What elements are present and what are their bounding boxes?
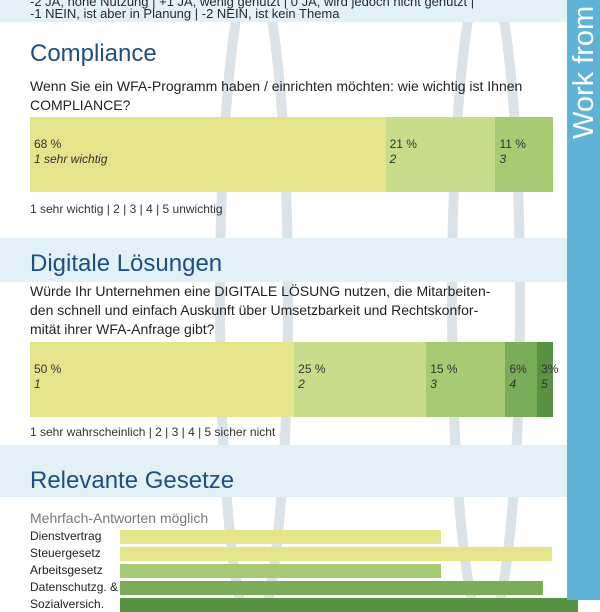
- digital-question-line: mität ihrer WFA-Anfrage gibt?: [30, 321, 215, 337]
- section-divider: [0, 238, 567, 242]
- digital-title: Digitale Lösungen: [30, 250, 223, 277]
- segment-value-label: 6%: [509, 362, 527, 376]
- digital-question-line: Würde Ihr Unternehmen eine DIGITALE LÖSU…: [30, 283, 491, 299]
- segment-category-label: 4: [509, 377, 517, 391]
- stacked-bar-segment: 6% 4: [505, 342, 538, 417]
- segment-value-label: 68 %: [34, 137, 62, 151]
- law-category-label: Sozialversich.: [30, 597, 105, 611]
- segment-category-label: 3: [430, 377, 437, 391]
- stacked-bar-segment: 11 % 3: [495, 117, 553, 192]
- laws-header-band: [0, 449, 567, 497]
- compliance-title: Compliance: [30, 40, 157, 67]
- law-bar: [120, 547, 552, 561]
- segment-category-label: 1 sehr wichtig: [34, 152, 108, 166]
- sidebar-strip: [567, 0, 600, 600]
- stacked-bar-segment: 50 % 1: [30, 342, 295, 417]
- segment-value-label: 3%: [541, 362, 559, 376]
- stacked-bar-segment: 25 % 2: [294, 342, 427, 417]
- law-category-label: Arbeitsgesetz: [30, 563, 103, 577]
- segment-value-label: 11 %: [499, 137, 526, 151]
- sidebar-title: Work from: [568, 5, 600, 139]
- compliance-stacked-bar: 68 % 1 sehr wichtig 21 % 2 11 % 3: [30, 117, 553, 192]
- stacked-bar-segment: 68 % 1 sehr wichtig: [30, 117, 386, 192]
- stacked-bar-segment: 3% 5: [537, 342, 558, 417]
- section-divider: [0, 445, 567, 449]
- digital-stacked-bar: 50 % 1 25 % 2 15 % 3 6% 4 3% 5: [30, 342, 558, 417]
- law-bar: [120, 598, 578, 612]
- legend-band: [0, 0, 567, 22]
- law-category-label: Dienstvertrag: [30, 529, 102, 543]
- laws-subtitle: Mehrfach-Antworten möglich: [30, 510, 209, 526]
- laws-title: Relevante Gesetze: [30, 467, 235, 494]
- digital-question: Würde Ihr Unternehmen eine DIGITALE LÖSU…: [30, 282, 550, 339]
- legend-line-1: -2 JA, hohe Nutzung | +1 JA, wenig genut…: [30, 0, 475, 9]
- segment-value-label: 25 %: [298, 362, 326, 376]
- law-bar: [120, 581, 543, 595]
- legend-line-2: -1 NEIN, ist aber in Planung | -2 NEIN, …: [30, 6, 340, 21]
- segment-value-label: 50 %: [34, 362, 62, 376]
- digital-scale-legend: 1 sehr wahrscheinlich | 2 | 3 | 4 | 5 si…: [30, 425, 276, 439]
- digital-header-band: [0, 242, 567, 282]
- segment-category-label: 2: [389, 152, 397, 166]
- segment-category-label: 2: [298, 377, 305, 391]
- stacked-bar-segment: 21 % 2: [385, 117, 496, 192]
- segment-category-label: 3: [499, 152, 507, 166]
- compliance-scale-legend: 1 sehr wichtig | 2 | 3 | 4 | 5 unwichtig: [30, 202, 223, 216]
- compliance-question: Wenn Sie ein WFA-Programm haben / einric…: [30, 78, 523, 113]
- law-bar: [120, 564, 442, 578]
- segment-category-label: 1: [34, 377, 41, 391]
- stacked-bar-segment: 15 % 3: [426, 342, 506, 417]
- segment-category-label: 5: [541, 377, 548, 391]
- law-bar: [120, 530, 442, 544]
- segment-value-label: 21 %: [389, 137, 417, 151]
- digital-question-line: den schnell und einfach Auskunft über Um…: [30, 302, 479, 318]
- law-category-label: Steuergesetz: [30, 546, 101, 560]
- segment-value-label: 15 %: [430, 362, 458, 376]
